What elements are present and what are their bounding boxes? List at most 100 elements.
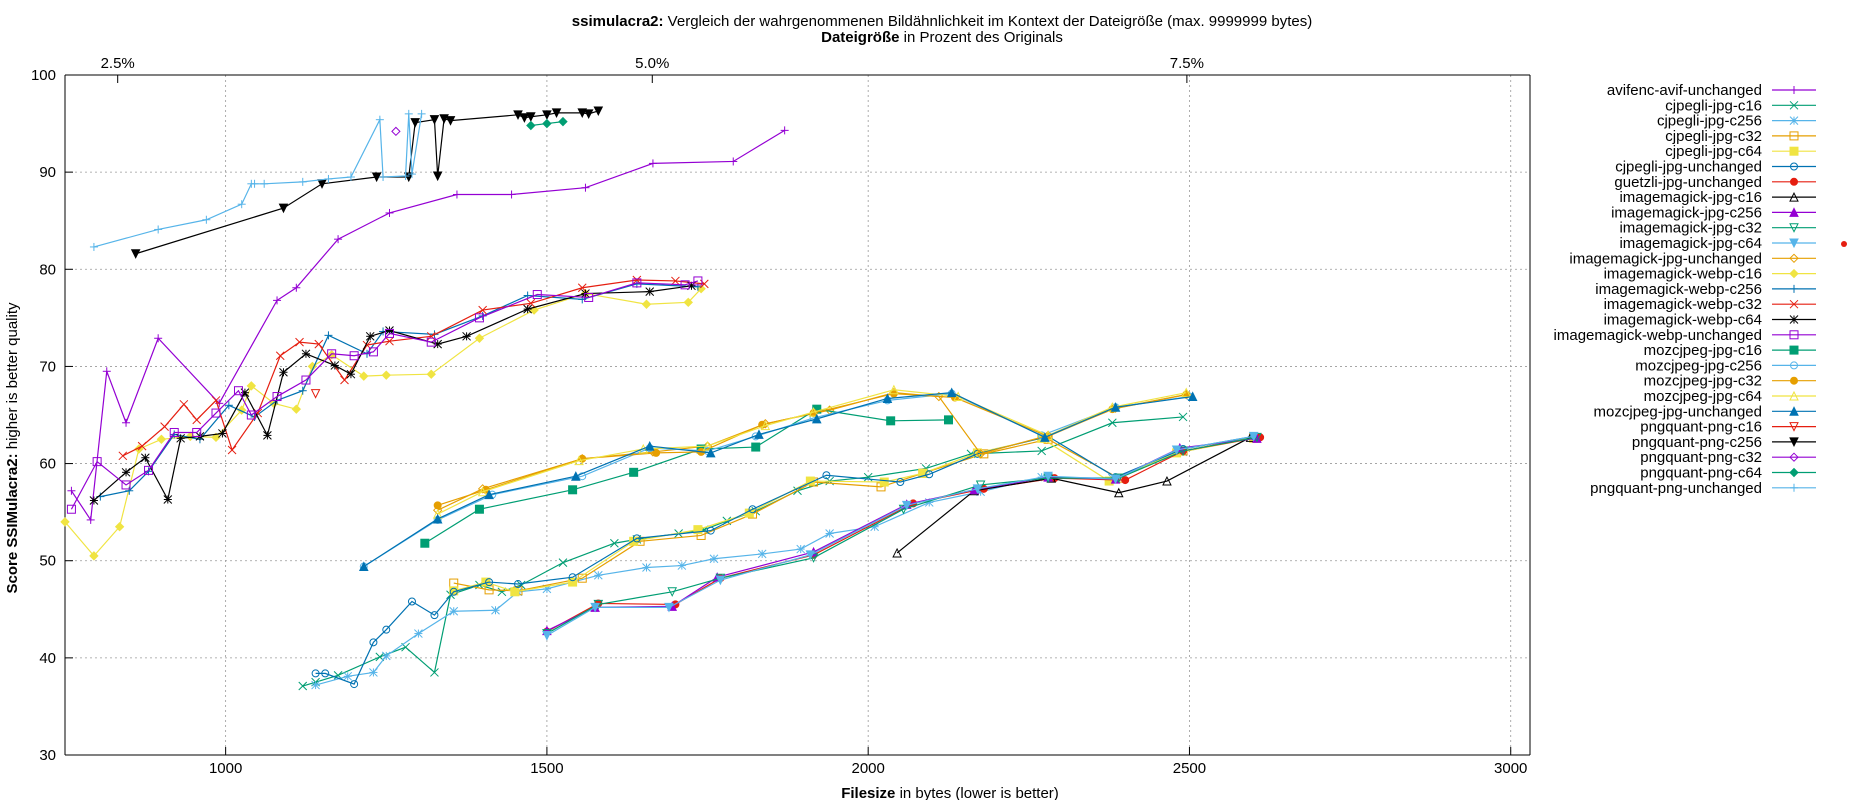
data-point <box>808 406 819 417</box>
data-point <box>371 172 382 183</box>
legend-label-mozcjpeg-jpg-c256: mozcjpeg-jpg-c256 <box>1635 357 1762 374</box>
data-point <box>414 629 423 638</box>
data-point <box>683 297 693 308</box>
legend-label-imagemagick-jpg-c32: imagemagick-jpg-c32 <box>1619 220 1762 237</box>
legend-marker <box>1789 315 1799 324</box>
data-point <box>1037 446 1047 456</box>
data-point <box>102 367 111 376</box>
data-point <box>780 126 789 135</box>
series-line <box>70 129 785 522</box>
data-point <box>513 580 522 589</box>
data-point <box>571 471 581 481</box>
data-point <box>298 177 307 186</box>
data-point <box>523 304 532 314</box>
data-point <box>346 369 356 379</box>
data-point <box>510 587 520 597</box>
data-point <box>590 602 600 613</box>
data-point <box>491 605 500 615</box>
data-point <box>60 517 70 527</box>
series-line <box>437 389 1187 515</box>
data-point <box>426 337 436 347</box>
series-imagemagick-webp-unchanged <box>66 276 703 514</box>
data-point <box>160 422 169 432</box>
data-point <box>898 504 909 515</box>
data-point <box>1121 476 1130 485</box>
data-point <box>526 120 536 131</box>
data-point <box>343 671 353 681</box>
top-tick-label: 7.5% <box>1170 55 1204 72</box>
data-point <box>513 110 523 120</box>
data-point <box>558 558 568 568</box>
series-avifenc-avif-unchanged <box>67 126 789 524</box>
series-line <box>70 280 699 510</box>
x-axis-label-rest: in bytes (lower is better) <box>895 785 1058 800</box>
data-point <box>760 420 771 431</box>
data-point <box>169 427 179 437</box>
series-pngquant-png-c64 <box>526 116 568 131</box>
data-point <box>709 554 719 564</box>
data-point <box>365 331 375 341</box>
legend-marker <box>1789 299 1799 309</box>
data-point <box>1113 487 1124 498</box>
data-point <box>648 159 657 168</box>
legend: avifenc-avif-unchangedcjpegli-jpg-c16cjp… <box>1554 82 1816 497</box>
data-point <box>497 587 507 597</box>
data-point <box>382 625 391 634</box>
data-point <box>578 472 587 481</box>
legend-label-pngquant-png-c16: pngquant-png-c16 <box>1640 419 1762 436</box>
data-point <box>291 404 302 414</box>
data-point <box>301 375 311 385</box>
data-point <box>314 339 324 349</box>
legend-label-imagemagick-webp-c64: imagemagick-webp-c64 <box>1604 312 1762 329</box>
data-point <box>381 651 391 661</box>
legend-label-imagemagick-jpg-c16: imagemagick-jpg-c16 <box>1619 189 1762 206</box>
data-point <box>404 109 413 118</box>
data-point <box>542 631 552 641</box>
series-mozcjpeg-jpg-unchanged <box>358 387 1198 572</box>
legend-marker <box>1790 284 1798 293</box>
x-tick-label: 2000 <box>851 760 884 777</box>
data-point <box>1043 471 1053 482</box>
legend-label-imagemagick-jpg-c64: imagemagick-jpg-c64 <box>1619 235 1762 252</box>
data-point <box>381 370 391 380</box>
top-tick-label: 5.0% <box>635 55 669 72</box>
legend-label-avifenc-avif-unchanged: avifenc-avif-unchanged <box>1607 82 1762 99</box>
data-point <box>346 173 355 181</box>
data-point <box>321 669 330 678</box>
data-point <box>156 434 167 444</box>
data-point <box>130 249 141 259</box>
data-point <box>677 561 687 570</box>
data-point <box>179 399 189 409</box>
data-point <box>407 170 416 179</box>
legend-marker <box>1789 253 1799 264</box>
data-point <box>577 108 588 119</box>
data-point <box>391 126 401 137</box>
data-point <box>485 578 494 587</box>
data-point <box>642 563 651 572</box>
series-line <box>93 113 423 248</box>
data-point <box>751 442 761 452</box>
data-point <box>901 500 912 511</box>
data-point <box>417 109 426 118</box>
data-point <box>667 587 678 597</box>
data-point <box>275 351 285 361</box>
data-point <box>593 570 603 580</box>
data-point <box>1162 475 1172 486</box>
data-point <box>260 179 269 188</box>
data-point <box>693 282 702 291</box>
data-point <box>192 415 202 425</box>
legend-label-cjpegli-jpg-c32: cjpegli-jpg-c32 <box>1665 128 1762 145</box>
data-point <box>477 486 488 497</box>
data-point <box>121 467 131 477</box>
legend-label-imagemagick-jpg-c256: imagemagick-jpg-c256 <box>1611 204 1762 221</box>
data-point <box>211 408 221 418</box>
data-point <box>474 333 485 343</box>
data-point <box>403 172 414 183</box>
data-point <box>122 418 131 427</box>
data-point <box>118 451 128 461</box>
y-axis-label-bold: Score SSIMulacra2: <box>4 453 21 593</box>
data-point <box>1178 412 1188 422</box>
data-point <box>879 477 889 487</box>
data-point <box>125 486 134 495</box>
